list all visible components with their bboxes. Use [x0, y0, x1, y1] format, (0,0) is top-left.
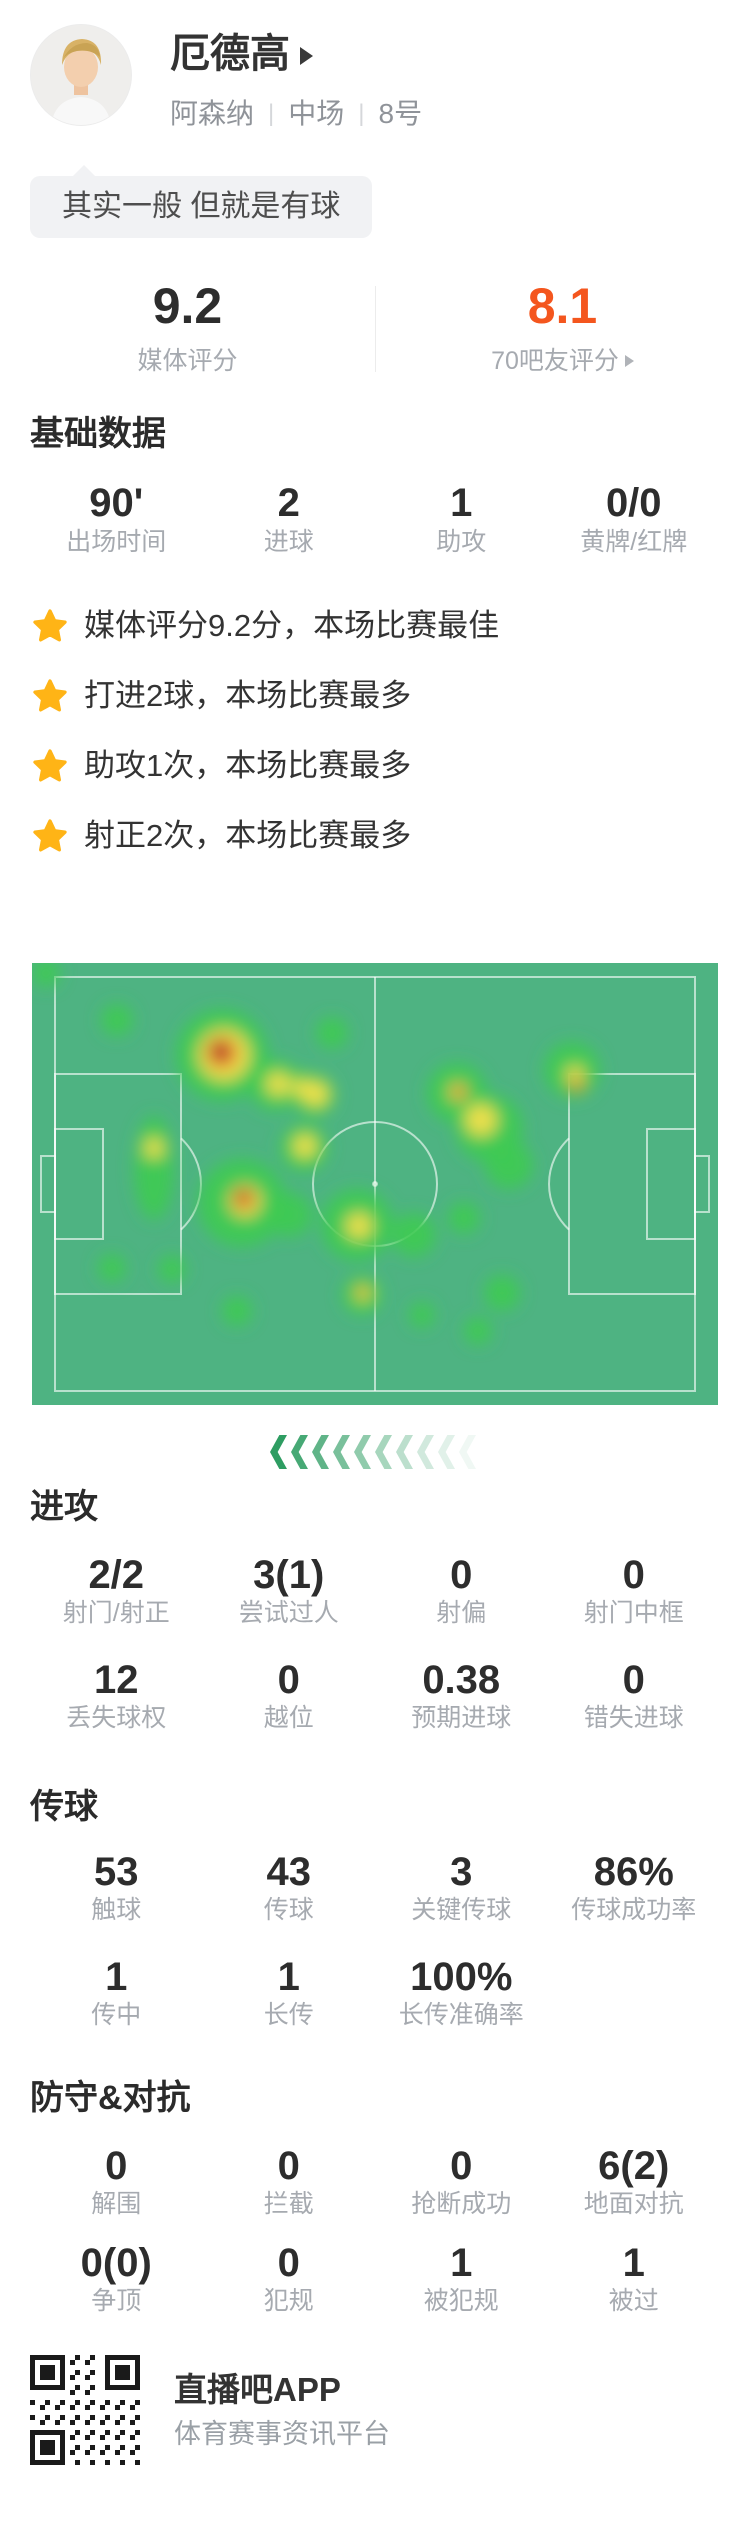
- stat-cards: 0/0 黄牌/红牌: [580, 481, 688, 556]
- heat-blobs: [32, 963, 600, 1345]
- name-arrow-icon: [300, 47, 313, 65]
- player-name: 厄德高: [170, 32, 290, 76]
- chevron-left-icon: [333, 1435, 350, 1469]
- stat-aerial-duels: 0(0) 争顶: [80, 2241, 152, 2315]
- player-avatar: [30, 24, 132, 126]
- fans-rating[interactable]: 8.1 70吧友评分: [375, 280, 750, 376]
- stat-big-chances-missed: 0 错失进球: [583, 1658, 684, 1732]
- star-icon: [33, 749, 67, 782]
- highlight-item: 射正2次，本场比赛最多: [30, 814, 720, 858]
- star-icon: [33, 609, 67, 642]
- stat-was-fouled: 1 被犯规: [423, 2241, 499, 2315]
- star-icon: [33, 679, 67, 712]
- ratings-row: 9.2 媒体评分 8.1 70吧友评分: [0, 280, 750, 376]
- app-name: 直播吧APP: [174, 2371, 341, 2408]
- media-rating-value: 9.2: [152, 278, 223, 334]
- footer-text: 直播吧APP 体育赛事资讯平台: [174, 2370, 390, 2450]
- avatar-illustration: [31, 25, 131, 125]
- chevron-left-icon: [417, 1435, 434, 1469]
- chevron-left-icon: [354, 1435, 371, 1469]
- section-title-attack: 进攻: [30, 1488, 98, 1526]
- stat-long-ball-accuracy: 100% 长传准确率: [398, 1955, 524, 2029]
- fans-rating-arrow-icon: [624, 355, 634, 367]
- media-rating-label: 媒体评分: [137, 347, 238, 375]
- section-title-defense: 防守&对抗: [30, 2079, 191, 2117]
- pitch-lines: [40, 976, 710, 1392]
- player-number: 8号: [378, 98, 423, 129]
- app-footer: 直播吧APP 体育赛事资讯平台: [30, 2355, 720, 2465]
- stat-crosses: 1 传中: [91, 1955, 142, 2029]
- position-heatmap: [32, 963, 718, 1405]
- stat-interceptions: 0 拦截: [263, 2144, 314, 2218]
- team-name: 阿森纳: [170, 98, 255, 129]
- stat-long-balls: 1 长传: [263, 1955, 314, 2029]
- attack-direction-indicator: [0, 1435, 750, 1469]
- separator: |: [268, 100, 275, 127]
- section-title-basic: 基础数据: [30, 415, 166, 453]
- fans-rating-value: 8.1: [527, 278, 598, 334]
- defense-stats-row-2: 0(0) 争顶 0 犯规 1 被犯规 1 被过: [30, 2241, 720, 2315]
- comment-bubble: 其实一般 但就是有球: [30, 165, 373, 238]
- basic-stats-grid: 90' 出场时间 2 进球 1 助攻 0/0 黄牌/红牌: [30, 480, 720, 556]
- player-match-stats-page: 厄德高 阿森纳 | 中场 | 8号 其实一般 但就是有球 9.2 媒体评分 8.…: [0, 24, 750, 2528]
- pitch-heatmap-svg: [32, 963, 718, 1405]
- highlight-item: 助攻1次，本场比赛最多: [30, 744, 720, 788]
- stat-xg: 0.38 预期进球: [411, 1658, 512, 1732]
- separator: |: [358, 100, 365, 127]
- team-info: 阿森纳 | 中场 | 8号: [170, 98, 422, 130]
- comment-text: 其实一般 但就是有球: [62, 190, 341, 223]
- stat-goals: 2 进球: [263, 481, 314, 556]
- player-position: 中场: [288, 98, 345, 129]
- highlight-item: 媒体评分9.2分，本场比赛最佳: [30, 604, 720, 648]
- player-name-row[interactable]: 厄德高: [170, 32, 422, 76]
- section-title-passing: 传球: [30, 1788, 98, 1826]
- passing-stats-row-2: 1 传中 1 长传 100% 长传准确率: [30, 1955, 720, 2029]
- attack-stats-row-2: 12 丢失球权 0 越位 0.38 预期进球 0 错失进球: [30, 1658, 720, 1732]
- stat-dribbled-past: 1 被过: [608, 2241, 659, 2315]
- passing-stats-row-1: 53 触球 43 传球 3 关键传球 86% 传球成功率: [30, 1850, 720, 1924]
- stat-dribbles: 3(1) 尝试过人: [238, 1553, 339, 1627]
- chevron-left-icon: [396, 1435, 413, 1469]
- stat-clearances: 0 解围: [91, 2144, 142, 2218]
- defense-stats-row-1: 0 解围 0 拦截 0 抢断成功 6(2) 地面对抗: [30, 2144, 720, 2218]
- stat-fouls: 0 犯规: [263, 2241, 314, 2315]
- stat-touches: 53 触球: [91, 1850, 142, 1924]
- ratings-divider: [375, 286, 376, 372]
- player-header: 厄德高 阿森纳 | 中场 | 8号: [30, 24, 720, 129]
- stat-assists: 1 助攻: [436, 481, 487, 556]
- stat-possession-lost: 12 丢失球权: [66, 1658, 167, 1732]
- highlight-item: 打进2球，本场比赛最多: [30, 674, 720, 718]
- fans-rating-label: 70吧友评分: [375, 346, 750, 376]
- chevron-left-icon: [291, 1435, 308, 1469]
- chevron-left-icon: [375, 1435, 392, 1469]
- stat-woodwork: 0 射门中框: [583, 1553, 684, 1627]
- stat-passes: 43 传球: [263, 1850, 314, 1924]
- chevron-left-icon: [438, 1435, 455, 1469]
- chevron-left-icon: [459, 1435, 476, 1469]
- stat-key-passes: 3 关键传球: [411, 1850, 512, 1924]
- chevron-left-icon: [270, 1435, 287, 1469]
- app-tagline: 体育赛事资讯平台: [174, 2419, 390, 2449]
- player-info: 厄德高 阿森纳 | 中场 | 8号: [170, 24, 422, 130]
- stat-tackles-won: 0 抢断成功: [411, 2144, 512, 2218]
- chevron-left-icon: [312, 1435, 329, 1469]
- stat-shots-off: 0 射偏: [436, 1553, 487, 1627]
- qr-code: [30, 2355, 140, 2465]
- stat-pass-accuracy: 86% 传球成功率: [571, 1850, 697, 1924]
- stat-shots: 2/2 射门/射正: [62, 1553, 170, 1627]
- media-rating: 9.2 媒体评分: [0, 280, 375, 376]
- stat-minutes: 90' 出场时间: [66, 481, 167, 556]
- stat-ground-duels: 6(2) 地面对抗: [583, 2144, 684, 2218]
- highlights-list: 媒体评分9.2分，本场比赛最佳 打进2球，本场比赛最多 助攻1次，本场比赛最多 …: [30, 604, 720, 858]
- empty-cell: [548, 1955, 721, 2029]
- attack-stats-row-1: 2/2 射门/射正 3(1) 尝试过人 0 射偏 0 射门中框: [30, 1553, 720, 1627]
- bubble-notch: [72, 165, 96, 177]
- star-icon: [33, 819, 67, 852]
- stat-offsides: 0 越位: [263, 1658, 314, 1732]
